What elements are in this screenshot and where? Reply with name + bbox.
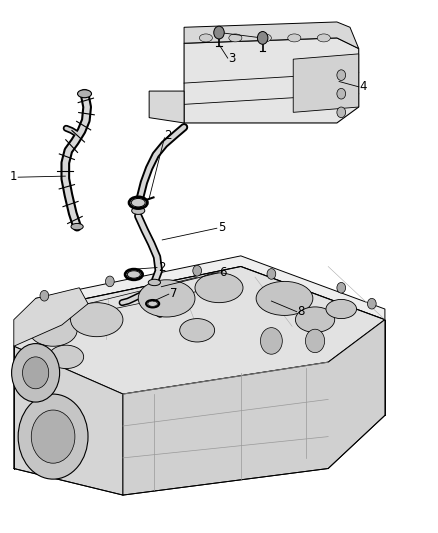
Text: 1: 1 bbox=[10, 171, 17, 183]
Circle shape bbox=[337, 107, 346, 118]
Ellipse shape bbox=[148, 301, 157, 306]
Ellipse shape bbox=[326, 300, 357, 319]
Ellipse shape bbox=[78, 90, 92, 98]
Polygon shape bbox=[149, 91, 184, 123]
Ellipse shape bbox=[71, 223, 83, 230]
Text: 2: 2 bbox=[164, 129, 172, 142]
Circle shape bbox=[305, 329, 325, 353]
Circle shape bbox=[337, 88, 346, 99]
Circle shape bbox=[22, 357, 49, 389]
Circle shape bbox=[337, 282, 346, 293]
Text: 7: 7 bbox=[170, 287, 177, 300]
Circle shape bbox=[214, 26, 224, 39]
Ellipse shape bbox=[295, 307, 335, 333]
Circle shape bbox=[267, 269, 276, 279]
Ellipse shape bbox=[180, 319, 215, 342]
Text: 4: 4 bbox=[360, 80, 367, 93]
Ellipse shape bbox=[138, 280, 195, 317]
Text: 6: 6 bbox=[219, 265, 226, 279]
Circle shape bbox=[193, 265, 201, 276]
Text: 3: 3 bbox=[229, 52, 236, 65]
Polygon shape bbox=[184, 38, 359, 123]
Ellipse shape bbox=[199, 34, 212, 42]
Text: 8: 8 bbox=[297, 305, 305, 318]
Ellipse shape bbox=[288, 34, 301, 42]
Ellipse shape bbox=[195, 273, 243, 303]
Circle shape bbox=[31, 410, 75, 463]
Polygon shape bbox=[123, 320, 385, 495]
Ellipse shape bbox=[131, 198, 145, 207]
Polygon shape bbox=[14, 346, 123, 495]
Text: 5: 5 bbox=[218, 221, 225, 234]
Polygon shape bbox=[14, 288, 88, 346]
Ellipse shape bbox=[148, 279, 160, 286]
Circle shape bbox=[261, 328, 283, 354]
Circle shape bbox=[40, 290, 49, 301]
Circle shape bbox=[258, 31, 268, 44]
Text: 2: 2 bbox=[158, 261, 166, 274]
Circle shape bbox=[337, 70, 346, 80]
Circle shape bbox=[106, 276, 114, 287]
Ellipse shape bbox=[127, 271, 141, 278]
Polygon shape bbox=[293, 54, 359, 112]
Ellipse shape bbox=[132, 207, 145, 214]
Ellipse shape bbox=[256, 281, 313, 316]
Ellipse shape bbox=[229, 34, 242, 42]
Circle shape bbox=[12, 344, 60, 402]
Ellipse shape bbox=[258, 34, 272, 42]
Ellipse shape bbox=[317, 34, 330, 42]
Polygon shape bbox=[14, 266, 385, 394]
Polygon shape bbox=[35, 256, 385, 320]
Circle shape bbox=[18, 394, 88, 479]
Ellipse shape bbox=[71, 303, 123, 337]
Ellipse shape bbox=[29, 314, 77, 346]
Polygon shape bbox=[184, 22, 359, 49]
Ellipse shape bbox=[49, 345, 84, 368]
Circle shape bbox=[367, 298, 376, 309]
